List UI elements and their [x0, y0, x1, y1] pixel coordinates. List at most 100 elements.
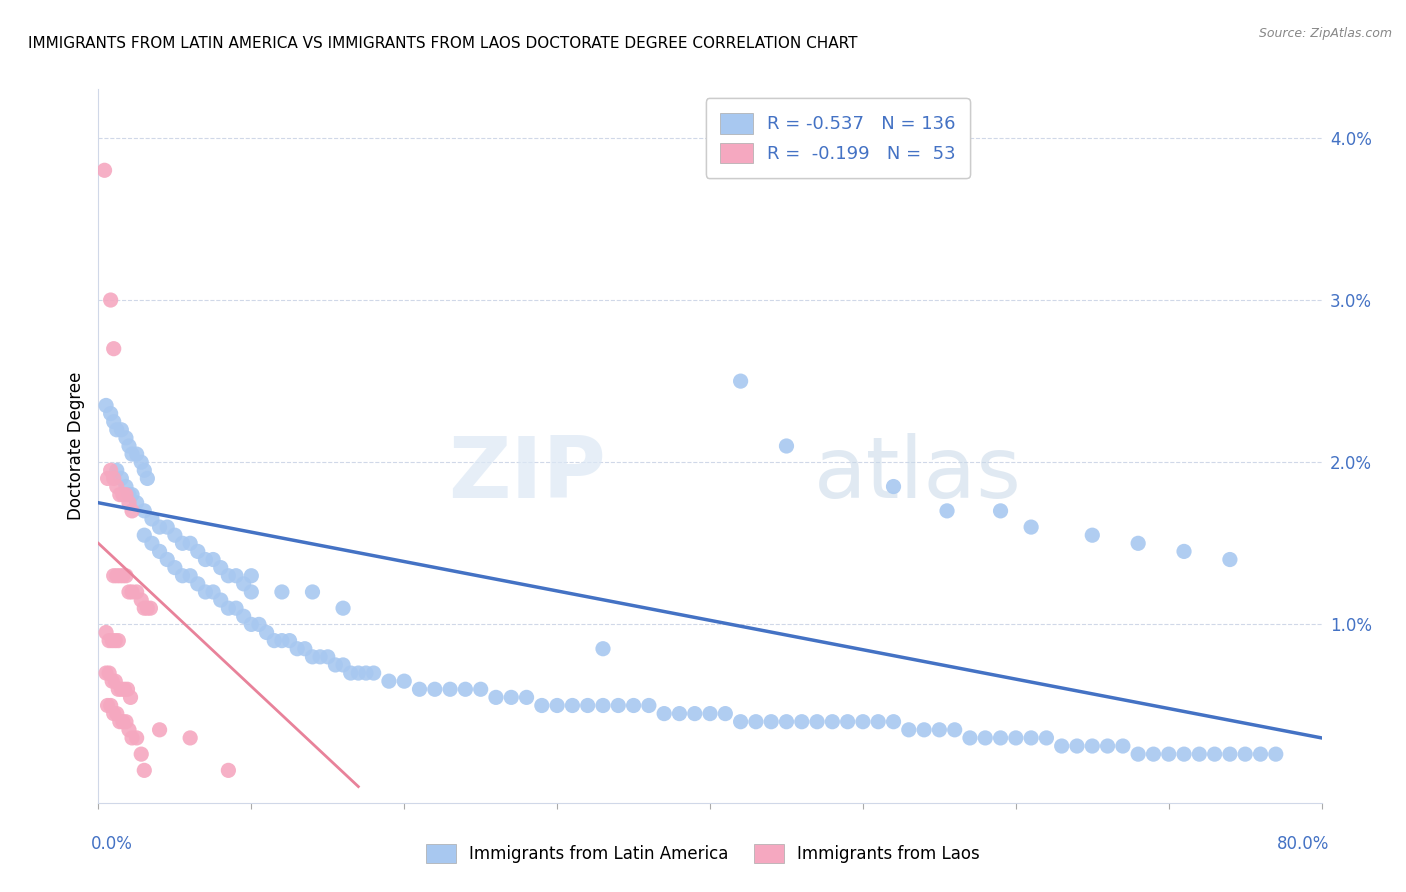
Point	[1081, 528, 1104, 542]
Point	[149, 723, 172, 737]
Point	[912, 723, 935, 737]
Point	[852, 714, 875, 729]
Point	[117, 682, 139, 697]
Point	[108, 714, 131, 729]
Point	[105, 463, 128, 477]
Point	[103, 568, 125, 582]
Point	[105, 479, 128, 493]
Point	[118, 439, 141, 453]
Point	[103, 706, 125, 721]
Point	[775, 714, 797, 729]
Point	[112, 682, 135, 697]
Y-axis label: Doctorate Degree: Doctorate Degree	[66, 372, 84, 520]
Point	[339, 666, 361, 681]
Point	[1249, 747, 1271, 761]
Point	[592, 641, 614, 656]
Point	[121, 447, 143, 461]
Point	[347, 666, 370, 681]
Point	[104, 633, 127, 648]
Point	[683, 706, 706, 721]
Point	[1219, 747, 1241, 761]
Point	[98, 666, 121, 681]
Point	[156, 520, 179, 534]
Point	[94, 625, 117, 640]
Point	[378, 674, 401, 689]
Point	[105, 706, 128, 721]
Point	[325, 657, 347, 672]
Point	[561, 698, 583, 713]
Point	[202, 585, 225, 599]
Point	[100, 463, 122, 477]
Point	[97, 698, 120, 713]
Point	[1112, 739, 1135, 753]
Point	[1234, 747, 1257, 761]
Point	[1142, 747, 1164, 761]
Point	[108, 488, 131, 502]
Point	[136, 471, 159, 485]
Point	[103, 342, 125, 356]
Text: Source: ZipAtlas.com: Source: ZipAtlas.com	[1258, 27, 1392, 40]
Point	[1050, 739, 1073, 753]
Point	[103, 471, 125, 485]
Point	[309, 649, 332, 664]
Point	[959, 731, 981, 745]
Point	[163, 560, 186, 574]
Point	[837, 714, 859, 729]
Point	[1219, 552, 1241, 566]
Point	[104, 674, 127, 689]
Legend: R = -0.537   N = 136, R =  -0.199   N =  53: R = -0.537 N = 136, R = -0.199 N = 53	[706, 98, 970, 178]
Point	[111, 714, 134, 729]
Point	[134, 601, 156, 615]
Point	[1173, 747, 1195, 761]
Point	[714, 706, 737, 721]
Point	[285, 641, 308, 656]
Point	[278, 633, 301, 648]
Point	[1004, 731, 1026, 745]
Point	[592, 698, 614, 713]
Point	[134, 504, 156, 518]
Point	[1035, 731, 1057, 745]
Point	[172, 536, 194, 550]
Point	[217, 601, 239, 615]
Point	[141, 536, 163, 550]
Point	[332, 601, 354, 615]
Point	[172, 568, 194, 582]
Point	[652, 706, 675, 721]
Point	[607, 698, 630, 713]
Point	[990, 504, 1012, 518]
Point	[240, 617, 263, 632]
Point	[110, 471, 132, 485]
Point	[129, 593, 152, 607]
Point	[217, 568, 239, 582]
Point	[110, 682, 132, 697]
Point	[125, 585, 148, 599]
Point	[232, 609, 254, 624]
Point	[149, 520, 172, 534]
Point	[1264, 747, 1286, 761]
Text: atlas: atlas	[814, 433, 1022, 516]
Point	[485, 690, 508, 705]
Point	[775, 439, 797, 453]
Point	[790, 714, 813, 729]
Point	[232, 577, 254, 591]
Point	[576, 698, 599, 713]
Point	[129, 455, 152, 469]
Point	[139, 601, 162, 615]
Point	[868, 714, 890, 729]
Text: 0.0%: 0.0%	[91, 835, 132, 854]
Point	[125, 496, 148, 510]
Point	[156, 552, 179, 566]
Point	[470, 682, 492, 697]
Point	[247, 617, 270, 632]
Point	[217, 764, 239, 778]
Point	[301, 649, 323, 664]
Point	[332, 657, 354, 672]
Point	[240, 568, 263, 582]
Point	[100, 698, 122, 713]
Point	[928, 723, 950, 737]
Point	[121, 731, 143, 745]
Point	[118, 488, 141, 502]
Point	[118, 723, 141, 737]
Point	[121, 488, 143, 502]
Point	[943, 723, 966, 737]
